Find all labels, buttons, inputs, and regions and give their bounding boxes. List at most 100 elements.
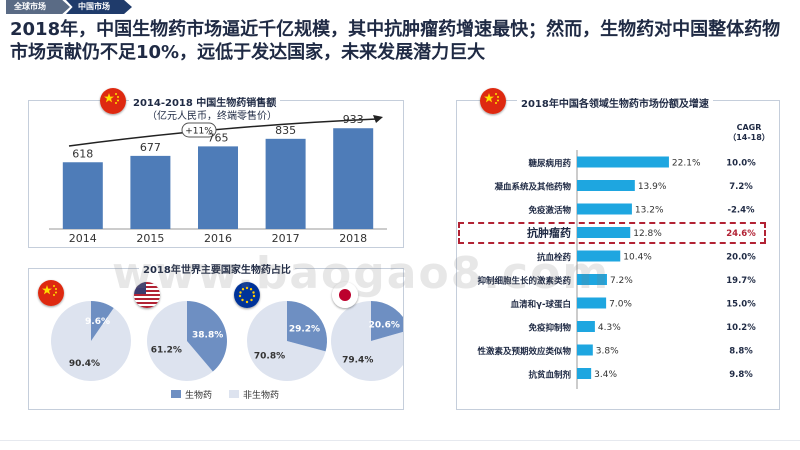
pie-slice-bio <box>287 301 327 352</box>
category-label: 2018 <box>339 232 367 245</box>
domain-value-label: 22.1% <box>672 159 701 169</box>
cagr-header: CAGR（14-18） <box>728 123 770 142</box>
legend-swatch-bio <box>171 390 181 398</box>
category-label: 2015 <box>136 232 164 245</box>
category-label: 2017 <box>272 232 300 245</box>
domain-bar <box>577 156 669 168</box>
domain-category-label: 抗贫血制剂 <box>528 370 571 381</box>
domain-category-label: 性激素及预期效应类似物 <box>477 346 571 357</box>
tab-china-market[interactable]: 中国市场 <box>66 0 132 14</box>
trend-arrow-head <box>373 115 383 123</box>
domain-panel: 2018年中国各领域生物药市场份额及增速 CAGR（14-18） 糖尿病用药 22… <box>456 95 780 410</box>
cagr-value: 10.0% <box>726 159 756 169</box>
legend-label-nonbio: 非生物药 <box>243 389 279 401</box>
pie-slice-nonbio <box>147 301 213 381</box>
bar-value-label: 765 <box>208 131 229 144</box>
svg-text:+11%: +11% <box>185 127 213 137</box>
domain-value-label: 3.4% <box>594 370 617 380</box>
legend-swatch-nonbio <box>229 390 239 398</box>
domain-bar <box>577 297 607 309</box>
china-flag-icon <box>100 88 126 114</box>
bar <box>333 128 374 229</box>
bar-value-label: 835 <box>275 124 296 137</box>
china-flag-icon <box>38 280 64 306</box>
domain-value-label: 3.8% <box>596 347 619 357</box>
page-headline: 2018年，中国生物药市场逼近千亿规模，其中抗肿瘤药增速最快；然而，生物药对中国… <box>10 19 781 63</box>
domain-category-label: 抗血栓药 <box>537 252 572 263</box>
pie-bio-label: 20.6% <box>369 320 400 330</box>
domain-value-label: 7.2% <box>610 276 633 286</box>
usa-flag-icon <box>134 282 160 308</box>
domain-value-label: 10.4% <box>623 253 652 263</box>
pie-bio-label: 9.6% <box>85 317 110 327</box>
tab-global-market[interactable]: 全球市场 <box>6 0 70 14</box>
domain-bar <box>577 274 607 285</box>
domain-bar <box>577 368 592 379</box>
domain-value-label: 4.3% <box>598 323 621 333</box>
pie-slice-nonbio <box>51 301 132 381</box>
domain-category-label: 抗肿瘤药 <box>527 226 571 240</box>
pie-slice-bio <box>187 301 227 372</box>
cagr-value: 7.2% <box>729 182 753 192</box>
domain-bar <box>577 227 631 238</box>
cagr-value: -2.4% <box>727 206 755 216</box>
domain-chart-title: 2018年中国各领域生物药市场份额及增速 <box>517 95 713 110</box>
category-label: 2016 <box>204 232 232 245</box>
cagr-value: 8.8% <box>729 347 753 357</box>
bar <box>265 138 306 229</box>
pie-slice-nonbio <box>331 301 403 381</box>
pie-slice-bio <box>91 301 114 341</box>
bar-value-label: 933 <box>343 113 364 126</box>
pie-nonbio-label: 79.4% <box>342 356 373 366</box>
domain-bar <box>577 321 595 332</box>
growth-annotation: +11% <box>181 122 217 138</box>
pie-bio-label: 29.2% <box>289 325 320 335</box>
bar <box>130 155 171 229</box>
bar-value-label: 618 <box>72 147 93 160</box>
domain-value-label: 7.0% <box>609 300 632 310</box>
footer-divider <box>0 440 800 441</box>
breadcrumb-tabs: 全球市场 中国市场 <box>6 0 132 14</box>
cagr-value: 15.0% <box>726 300 756 310</box>
domain-bar <box>577 180 635 191</box>
domain-category-label: 免疫激活物 <box>528 205 571 216</box>
bar <box>198 146 238 229</box>
cagr-value: 20.0% <box>726 253 756 263</box>
domain-value-label: 12.8% <box>633 229 662 239</box>
share-chart-title: 2018年世界主要国家生物药占比 <box>139 261 295 276</box>
bar-value-label: 677 <box>140 141 161 154</box>
domain-bar <box>577 250 621 262</box>
domain-category-label: 抑制细胞生长的激素类药 <box>477 276 571 287</box>
sales-bar-chart: +11% 618 2014 677 2015 765 2016 835 2017 933 2018 <box>49 113 387 245</box>
domain-bar <box>577 344 593 356</box>
pie-slice-bio <box>371 301 403 341</box>
domain-category-label: 血清和γ-球蛋白 <box>511 299 571 310</box>
category-label: 2014 <box>69 232 97 245</box>
pie-nonbio-label: 70.8% <box>254 351 285 361</box>
domain-category-label: 免疫抑制物 <box>528 323 571 334</box>
pie-nonbio-label: 61.2% <box>151 346 182 356</box>
pie-bio-label: 38.8% <box>192 330 223 340</box>
trend-arrow <box>68 118 378 147</box>
cagr-value: 9.8% <box>729 370 753 380</box>
legend-label-bio: 生物药 <box>185 389 212 401</box>
bar <box>62 162 103 229</box>
sales-chart-title: 2014-2018 中国生物药销售额 <box>129 94 281 109</box>
cagr-value: 10.2% <box>726 323 756 333</box>
pie-nonbio-label: 90.4% <box>69 359 100 369</box>
domain-category-label: 凝血系统及其他药物 <box>494 182 571 193</box>
domain-bar-chart: 糖尿病用药 22.1% 10.0% 凝血系统及其他药物 13.9% 7.2% 免疫激活物 13… <box>477 150 756 389</box>
pie-slice-nonbio <box>247 301 326 381</box>
cagr-value: 24.6% <box>726 229 756 239</box>
china-flag-icon <box>480 88 506 114</box>
sales-chart-subtitle: （亿元人民币，终端零售价） <box>147 111 277 122</box>
domain-value-label: 13.2% <box>635 206 664 216</box>
eu-flag-icon <box>234 282 260 308</box>
sales-panel: 2014-2018 中国生物药销售额 （亿元人民币，终端零售价） +11% 618… <box>28 94 404 248</box>
pie-legend: 生物药 非生物药 <box>171 389 279 401</box>
japan-flag-icon <box>332 282 358 308</box>
domain-value-label: 13.9% <box>638 182 667 192</box>
highlight-oncology-box <box>458 222 766 244</box>
cagr-value: 19.7% <box>726 276 756 286</box>
domain-bar <box>577 203 632 215</box>
